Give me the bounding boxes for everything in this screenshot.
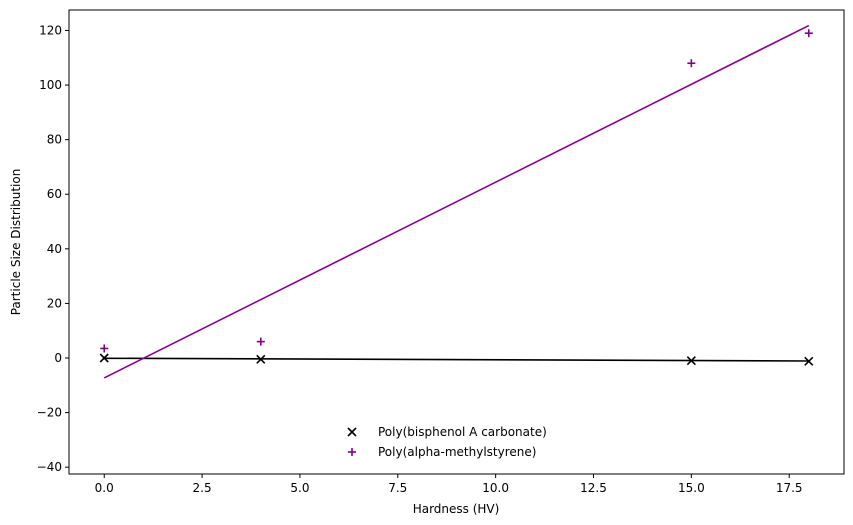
y-tick-label: −20 <box>37 406 62 420</box>
data-point-series-0 <box>99 353 109 363</box>
y-axis-label: Particle Size Distribution <box>9 169 23 316</box>
legend-marker-series-1 <box>348 448 356 456</box>
data-point-series-0 <box>804 356 814 366</box>
legend-marker-series-0 <box>347 427 357 437</box>
x-axis-ticks: 0.0 2.5 5.0 7.5 10.0 12.5 15.0 17.5 <box>95 474 803 495</box>
x-tick-label: 7.5 <box>388 481 407 495</box>
x-tick-label: 0.0 <box>95 481 114 495</box>
y-tick-label: −40 <box>37 460 62 474</box>
markers <box>99 29 814 366</box>
x-tick-label: 15.0 <box>678 481 705 495</box>
data-point-series-1 <box>256 337 265 346</box>
data-point-series-0 <box>686 356 696 366</box>
x-tick-label: 2.5 <box>193 481 212 495</box>
data-point-series-1 <box>804 29 813 38</box>
fit-line-series-1 <box>103 24 810 379</box>
data-point-series-1 <box>687 59 696 68</box>
y-axis-ticks: −40 −20 0 20 40 60 80 100 120 <box>37 23 69 474</box>
x-axis-label: Hardness (HV) <box>413 502 500 516</box>
x-tick-label: 5.0 <box>290 481 309 495</box>
fit-line-series-0 <box>104 357 809 362</box>
y-tick-label: 0 <box>54 351 62 365</box>
y-tick-label: 100 <box>39 78 62 92</box>
plot-area <box>68 9 845 475</box>
x-tick-label: 17.5 <box>776 481 803 495</box>
y-tick-label: 20 <box>47 296 62 310</box>
legend-label: Poly(bisphenol A carbonate) <box>378 425 547 439</box>
fit-lines <box>103 24 810 379</box>
legend: Poly(bisphenol A carbonate) Poly(alpha-me… <box>347 425 547 459</box>
data-point-series-0 <box>256 354 266 364</box>
y-tick-label: 60 <box>47 187 62 201</box>
y-tick-label: 40 <box>47 242 62 256</box>
x-tick-label: 10.0 <box>482 481 509 495</box>
x-tick-label: 12.5 <box>580 481 607 495</box>
y-tick-label: 80 <box>47 133 62 147</box>
legend-label: Poly(alpha-methylstyrene) <box>378 445 536 459</box>
data-point-series-1 <box>100 344 109 353</box>
y-tick-label: 120 <box>39 23 62 37</box>
